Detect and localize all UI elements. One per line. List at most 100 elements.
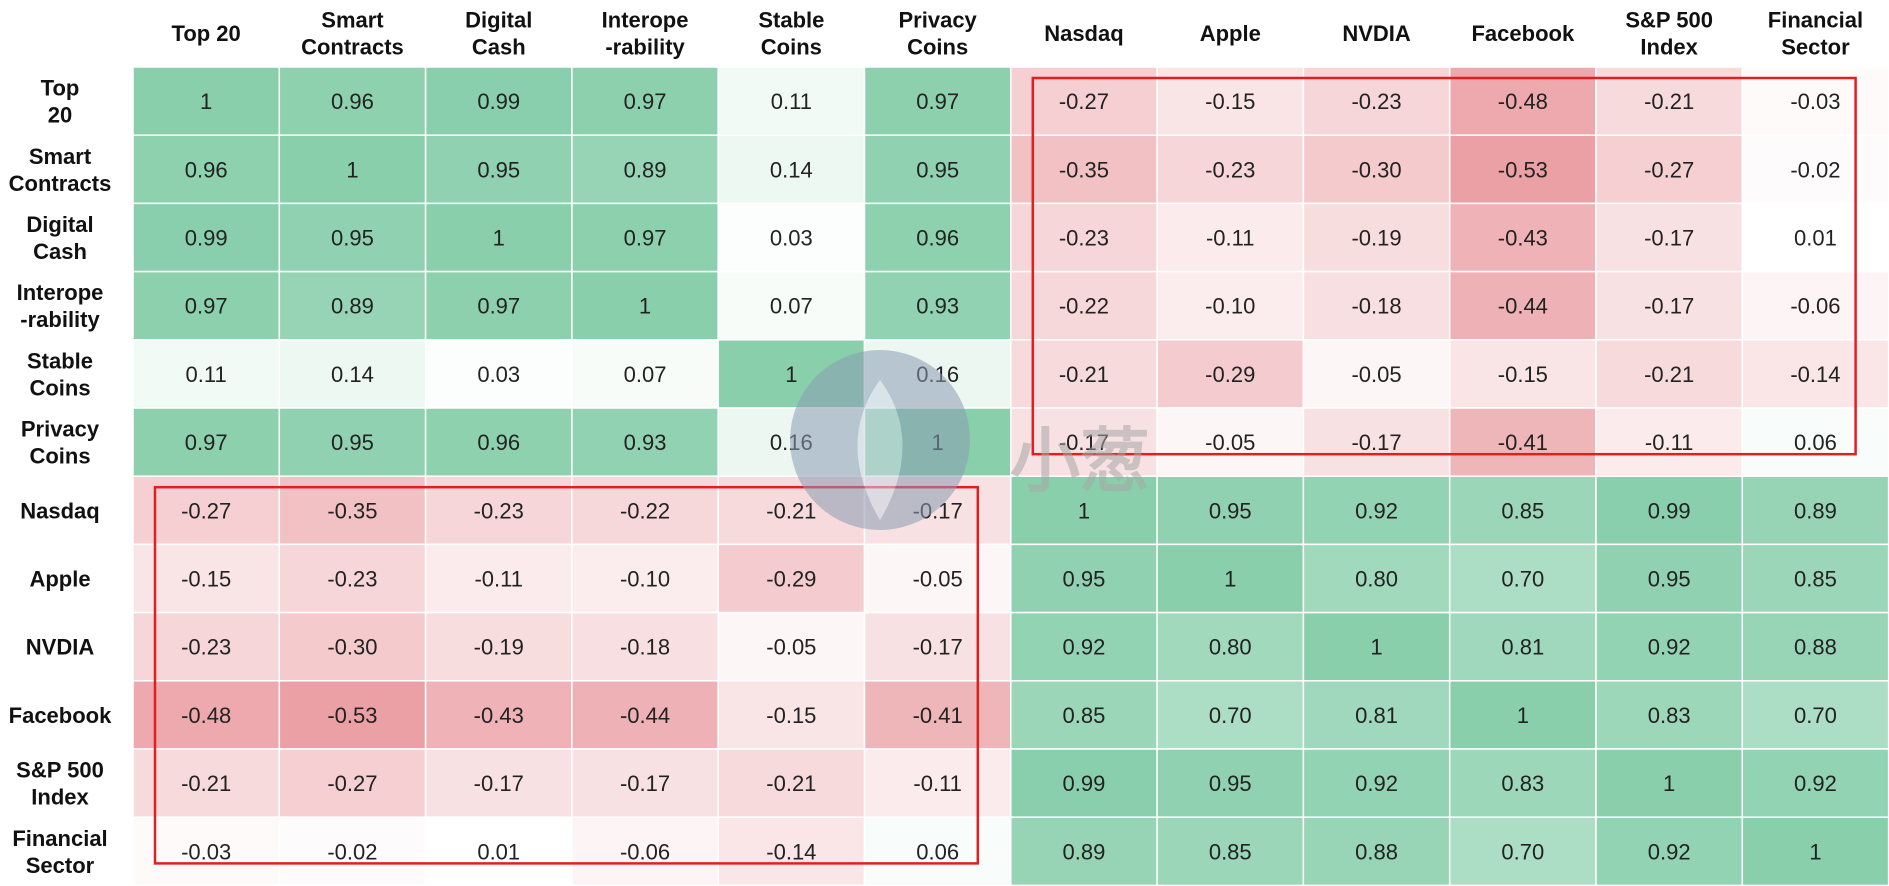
cell-value: 1 [1224, 567, 1236, 592]
cell-value: 0.14 [331, 362, 374, 387]
cell-value: 0.95 [331, 430, 374, 455]
cell-value: -0.17 [1644, 294, 1694, 319]
cell-value: -0.53 [327, 703, 377, 728]
cell-value: 0.93 [624, 430, 667, 455]
column-header-line: Stable [758, 8, 824, 33]
cell-value: -0.43 [1498, 226, 1548, 251]
cell-value: 0.95 [1209, 498, 1252, 523]
row-header-line: NVDIA [26, 635, 95, 660]
cell-value: -0.43 [474, 703, 524, 728]
heatmap-cell [1302, 748, 1451, 818]
row-header-line: Stable [27, 348, 93, 373]
row-header-line: Digital [26, 212, 93, 237]
column-header: Privacy Coins [899, 8, 978, 60]
heatmap-cell [132, 339, 281, 409]
cell-value: 0.96 [477, 430, 520, 455]
cell-value: -0.35 [327, 498, 377, 523]
cell-value: -0.21 [1644, 89, 1694, 114]
cell-value: 0.88 [1794, 635, 1837, 660]
cell-value: 0.11 [186, 362, 227, 387]
cell-value: -0.11 [913, 771, 962, 796]
cell-value: -0.05 [913, 567, 963, 592]
row-header-line: Nasdaq [20, 498, 99, 523]
row-header-line: Smart [29, 144, 92, 169]
row-header-line: Sector [26, 853, 95, 878]
heatmap-cell [132, 816, 281, 886]
row-header: Interope -rability [17, 280, 104, 332]
cell-value: -0.23 [474, 498, 524, 523]
cell-value: 0.92 [1063, 635, 1106, 660]
column-header-line: Privacy [899, 8, 978, 33]
cell-value: -0.27 [181, 498, 231, 523]
cell-value: -0.21 [1644, 362, 1694, 387]
cell-value: -0.21 [766, 771, 816, 796]
row-header: Digital Cash [26, 212, 93, 264]
heatmap-cell [1302, 543, 1451, 614]
cell-value: -0.27 [1059, 89, 1109, 114]
cell-value: 0.95 [331, 226, 374, 251]
heatmap-cell [1156, 680, 1305, 750]
cell-value: -0.02 [1790, 157, 1840, 182]
heatmap-cell [863, 543, 1012, 614]
cell-value: 0.92 [1648, 635, 1691, 660]
heatmap-cell [1156, 475, 1305, 546]
column-header-line: S&P 500 [1625, 8, 1713, 33]
heatmap-cell [1741, 339, 1889, 409]
cell-value: 0.99 [1648, 498, 1691, 523]
cell-value: -0.35 [1059, 157, 1109, 182]
heatmap-cell [717, 680, 866, 750]
cell-value: -0.15 [1498, 362, 1548, 387]
heatmap-cell [424, 816, 573, 886]
column-header: Nasdaq [1044, 21, 1123, 46]
cell-value: 0.95 [1209, 771, 1252, 796]
row-header-line: Top [41, 76, 80, 101]
heatmap-cell [132, 680, 281, 750]
column-header: NVDIA [1342, 21, 1411, 46]
column-header-line: Smart [321, 8, 384, 33]
heatmap-cell [1302, 134, 1451, 205]
cell-value: -0.23 [181, 635, 231, 660]
column-header-line: NVDIA [1342, 21, 1411, 46]
cell-value: 0.97 [185, 294, 228, 319]
watermark-logo: 小葱 [790, 350, 1150, 530]
column-header-line: Digital [465, 8, 532, 33]
column-header-line: Index [1640, 35, 1698, 60]
cell-value: 0.95 [916, 157, 959, 182]
row-header: Nasdaq [20, 498, 99, 523]
heatmap-cell [1302, 270, 1451, 341]
cell-value: -0.21 [766, 498, 816, 523]
cell-value: -0.11 [1206, 226, 1255, 251]
heatmap-cell [863, 611, 1012, 682]
heatmap-cell [571, 407, 719, 477]
cell-value: 0.92 [1648, 839, 1691, 864]
cell-value: 0.70 [1501, 567, 1544, 592]
cell-value: 0.06 [1794, 430, 1837, 455]
cell-value: 0.70 [1794, 703, 1837, 728]
row-header-line: S&P 500 [16, 758, 104, 783]
cell-value: -0.17 [620, 771, 670, 796]
cell-value: -0.41 [913, 703, 963, 728]
row-header-line: Privacy [21, 417, 100, 442]
cell-value: 0.96 [331, 89, 374, 114]
cell-value: 0.92 [1355, 498, 1398, 523]
column-header-line: Financial [1768, 8, 1863, 33]
row-header-line: Contracts [9, 171, 112, 196]
column-header: Facebook [1471, 21, 1574, 46]
cell-value: 0.07 [624, 362, 667, 387]
cell-value: 0.70 [1501, 839, 1544, 864]
cell-value: -0.05 [1351, 362, 1401, 387]
column-header: Financial Sector [1768, 8, 1863, 60]
heatmap-cell [717, 611, 866, 682]
heatmap-cell [278, 339, 427, 409]
heatmap-cell [1595, 611, 1744, 682]
heatmap-cell [1448, 407, 1597, 477]
cell-value: -0.29 [1205, 362, 1255, 387]
heatmap-cell [863, 748, 1012, 818]
heatmap-cell [278, 270, 427, 341]
row-header: Top 20 [41, 76, 80, 128]
column-headers: Top 20 Smart Contracts Digital Cash Interope -… [172, 8, 1864, 60]
cell-value: -0.14 [766, 839, 816, 864]
heatmap-cell [1302, 339, 1451, 409]
cell-value: 0.97 [624, 89, 667, 114]
column-header-line: Facebook [1471, 21, 1574, 46]
